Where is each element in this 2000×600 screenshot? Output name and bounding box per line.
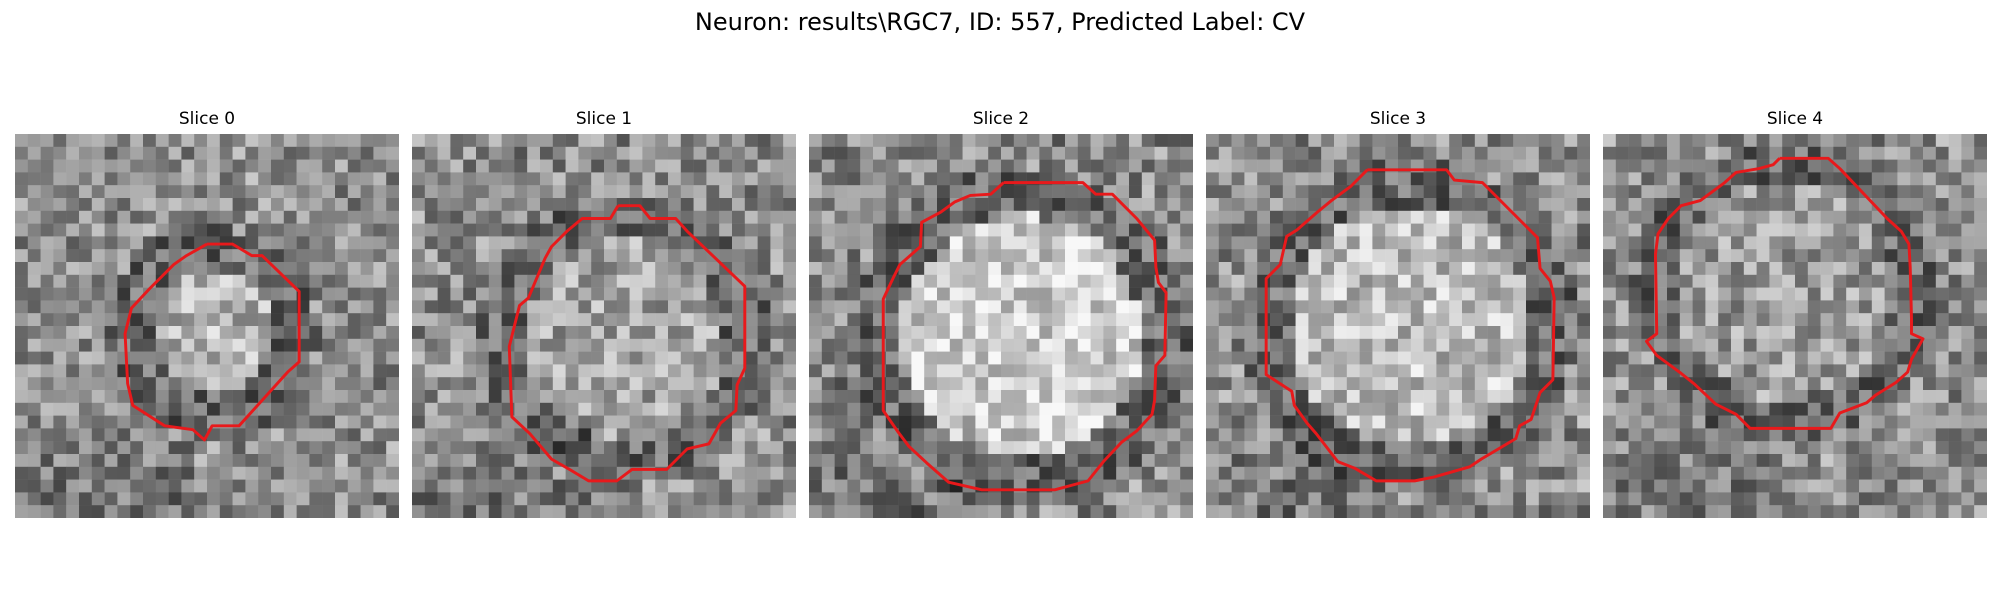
slice-0-svg	[15, 134, 399, 518]
slice-panel-1: Slice 1	[412, 108, 796, 518]
slice-panel-0: Slice 0	[15, 108, 399, 518]
slice-4-contour	[1645, 156, 1925, 430]
slice-2-pixels	[809, 134, 1193, 518]
slice-4-pixels	[1603, 134, 1987, 518]
slice-panel-3: Slice 3	[1206, 108, 1590, 518]
slice-image-0	[15, 134, 399, 518]
slice-0-pixels	[15, 134, 399, 518]
slice-image-4	[1603, 134, 1987, 518]
slice-panel-2: Slice 2	[809, 108, 1193, 518]
slice-1-pixels	[412, 134, 796, 518]
slice-title-4: Slice 4	[1766, 109, 1824, 129]
slice-3-svg	[1206, 134, 1590, 518]
slice-title-0: Slice 0	[178, 109, 236, 129]
slice-panel-4: Slice 4	[1603, 108, 1987, 518]
slice-title-3: Slice 3	[1369, 109, 1427, 129]
slice-2-contour	[881, 181, 1168, 492]
slice-4-svg	[1603, 134, 1987, 518]
slice-1-svg	[412, 134, 796, 518]
slice-0-contour	[123, 242, 301, 442]
slice-title-1: Slice 1	[575, 109, 633, 129]
slice-3-pixels	[1206, 134, 1590, 518]
slice-image-3	[1206, 134, 1590, 518]
slice-image-2	[809, 134, 1193, 518]
slice-3-contour	[1264, 168, 1556, 483]
figure-title: Neuron: results\RGC7, ID: 557, Predicted…	[694, 8, 1306, 36]
slice-image-1	[412, 134, 796, 518]
slice-2-svg	[809, 134, 1193, 518]
slice-1-contour	[507, 204, 747, 483]
slice-title-2: Slice 2	[972, 109, 1030, 129]
